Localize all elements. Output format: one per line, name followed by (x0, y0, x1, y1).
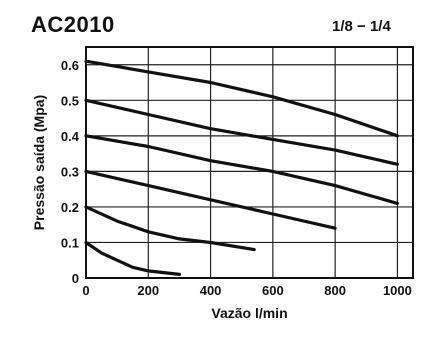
y-tick-label: 0.4 (61, 129, 80, 144)
port-size-label: 1/8 − 1/4 (332, 18, 391, 35)
x-tick-label: 1000 (383, 283, 412, 298)
x-tick-label: 800 (324, 283, 346, 298)
x-tick-label: 0 (82, 283, 89, 298)
y-tick-label: 0.2 (61, 200, 79, 215)
y-axis-label: Pressão saída (Mpa) (31, 95, 47, 230)
series-line-5 (84, 205, 256, 252)
chart-title: AC2010 (31, 12, 115, 37)
x-tick-labels: 0 200 400 600 800 1000 (82, 283, 412, 298)
y-tick-labels: 0 0.1 0.2 0.3 0.4 0.5 0.6 (61, 58, 80, 286)
y-tick-label: 0.5 (61, 93, 79, 108)
y-tick-label: 0.1 (61, 235, 79, 250)
plot-border (85, 46, 414, 279)
series-line-4 (84, 169, 337, 230)
grid (86, 47, 413, 278)
y-tick-label: 0.6 (61, 58, 79, 73)
series-lines (84, 59, 399, 276)
x-axis-label: Vazão l/min (211, 305, 287, 321)
series-line-3 (84, 134, 399, 205)
x-tick-label: 200 (137, 283, 159, 298)
x-tick-label: 400 (200, 283, 222, 298)
x-tick-label: 600 (262, 283, 284, 298)
series-line-6 (84, 240, 181, 276)
y-tick-label: 0 (72, 271, 79, 286)
series-line-2 (84, 98, 399, 166)
y-tick-label: 0.3 (61, 164, 79, 179)
series-line-1 (84, 59, 399, 138)
